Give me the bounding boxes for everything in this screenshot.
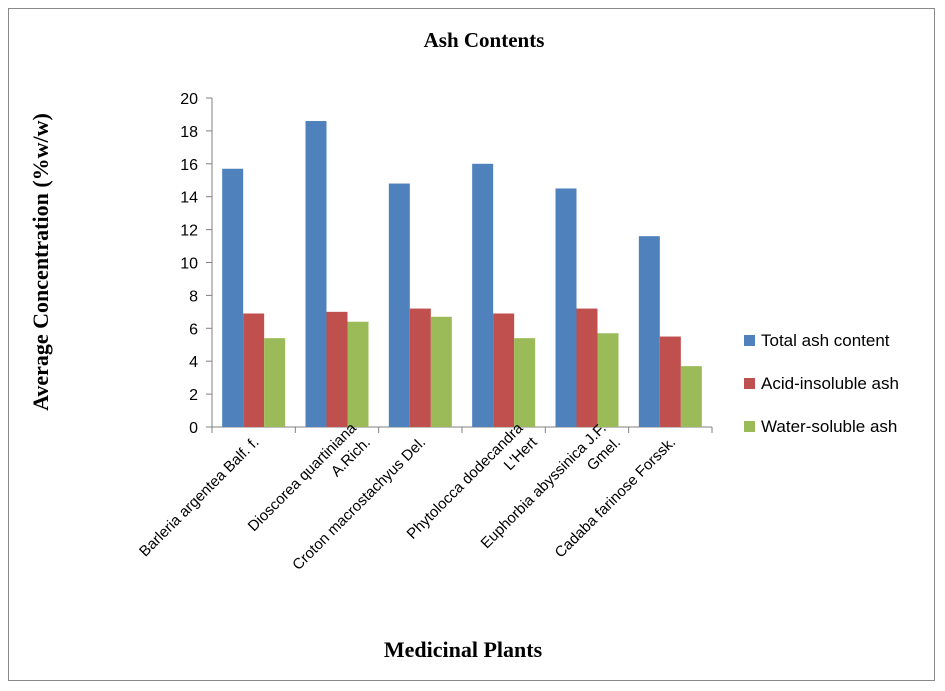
y-tick-label: 6 [189,321,198,338]
legend-label: Total ash content [761,331,890,350]
bar-total-ash-content-1 [305,121,327,427]
legend-label: Water-soluble ash [761,417,897,436]
x-category-label: Barleria argentea Balf. f. [136,434,262,560]
legend-swatch [744,378,755,389]
y-tick-label: 12 [180,223,198,240]
bar-total-ash-content-0 [222,168,244,428]
y-tick-label: 16 [180,157,198,174]
bar-acid-insoluble-ash-1 [326,311,348,427]
bar-total-ash-content-2 [388,183,410,427]
x-category-label: Dioscorea quartinianaA.Rich. [245,419,375,549]
y-tick-label: 14 [180,190,198,207]
x-category-label: Phytolocca dodecandraL'Hert [404,419,542,557]
bar-acid-insoluble-ash-0 [243,313,265,427]
y-tick-label: 0 [189,420,198,437]
bar-water-soluble-ash-2 [430,316,452,427]
bar-water-soluble-ash-0 [264,338,286,427]
bar-total-ash-content-5 [638,236,660,427]
legend-label: Acid-insoluble ash [761,374,899,393]
legend-swatch [744,421,755,432]
bar-water-soluble-ash-5 [680,366,702,427]
y-tick-label: 20 [180,91,198,108]
x-category-label-line: Barleria argentea Balf. f. [136,434,262,560]
bar-total-ash-content-4 [555,188,577,427]
y-tick-label: 10 [180,256,198,273]
bar-acid-insoluble-ash-4 [576,308,598,427]
plot-area: 0 2 4 6 8 10 12 14 16 18 20 Barleria argentea Balf.… [136,91,713,574]
y-tick-label: 18 [180,124,198,141]
chart-frame [8,8,935,681]
chart-title: Ash Contents [424,28,545,52]
y-tick-label: 8 [189,288,198,305]
bar-water-soluble-ash-1 [347,321,369,427]
bar-acid-insoluble-ash-3 [493,313,515,427]
legend: Total ash content Acid-insoluble ash Water… [744,331,899,436]
bar-water-soluble-ash-3 [514,338,536,427]
y-tick-label: 4 [189,354,198,371]
bar-acid-insoluble-ash-5 [659,336,681,427]
y-tick-label: 2 [189,387,198,404]
bar-total-ash-content-3 [472,163,494,428]
bar-acid-insoluble-ash-2 [409,308,431,427]
y-axis-title: Average Concentration (%w/w) [28,113,53,411]
legend-swatch [744,335,755,346]
bar-water-soluble-ash-4 [597,333,619,427]
x-axis-title: Medicinal Plants [384,637,543,662]
